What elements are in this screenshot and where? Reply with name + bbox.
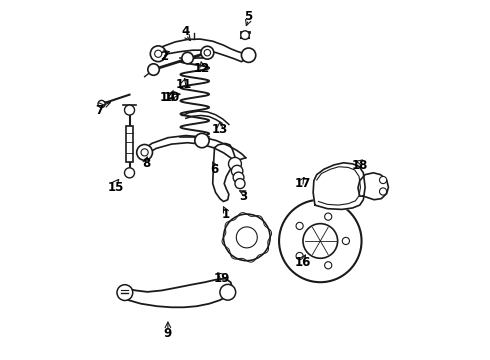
Circle shape	[279, 200, 362, 282]
Circle shape	[379, 176, 387, 184]
Circle shape	[303, 224, 338, 258]
Circle shape	[182, 52, 194, 64]
Text: 17: 17	[294, 177, 311, 190]
Polygon shape	[213, 143, 235, 202]
Circle shape	[231, 165, 243, 177]
Circle shape	[201, 46, 214, 59]
Polygon shape	[182, 111, 229, 125]
Circle shape	[98, 100, 105, 108]
Polygon shape	[143, 135, 245, 161]
Circle shape	[296, 222, 303, 230]
Text: 10: 10	[163, 91, 180, 104]
Circle shape	[117, 285, 133, 301]
Text: 12: 12	[194, 62, 210, 75]
Text: 11: 11	[176, 78, 192, 91]
Circle shape	[296, 252, 303, 260]
Bar	[126, 126, 133, 162]
Circle shape	[343, 237, 349, 244]
Circle shape	[223, 214, 270, 261]
Text: 14: 14	[160, 91, 176, 104]
Text: 2: 2	[160, 50, 169, 63]
Polygon shape	[156, 39, 250, 62]
Circle shape	[379, 188, 387, 195]
Text: 6: 6	[210, 163, 219, 176]
Text: 9: 9	[164, 327, 172, 340]
Text: 15: 15	[108, 181, 124, 194]
Circle shape	[137, 144, 152, 160]
Circle shape	[148, 64, 159, 75]
Circle shape	[241, 31, 249, 40]
Polygon shape	[358, 173, 389, 200]
Text: 5: 5	[245, 10, 253, 23]
Text: 3: 3	[239, 190, 247, 203]
Circle shape	[124, 168, 135, 178]
Text: 19: 19	[214, 272, 230, 285]
Circle shape	[220, 284, 236, 300]
Text: 13: 13	[212, 123, 228, 136]
Circle shape	[233, 172, 244, 183]
Text: 16: 16	[294, 256, 311, 269]
Polygon shape	[313, 163, 365, 210]
Circle shape	[150, 46, 166, 62]
Text: 7: 7	[96, 104, 104, 117]
Text: 8: 8	[142, 157, 150, 170]
Text: 18: 18	[351, 159, 368, 172]
Text: 4: 4	[182, 25, 190, 38]
Circle shape	[324, 262, 332, 269]
Text: 1: 1	[221, 208, 229, 221]
Circle shape	[124, 105, 135, 115]
Circle shape	[235, 179, 245, 189]
Circle shape	[324, 213, 332, 220]
Circle shape	[195, 134, 209, 148]
Circle shape	[242, 48, 256, 62]
Polygon shape	[120, 279, 232, 307]
Circle shape	[228, 157, 242, 170]
